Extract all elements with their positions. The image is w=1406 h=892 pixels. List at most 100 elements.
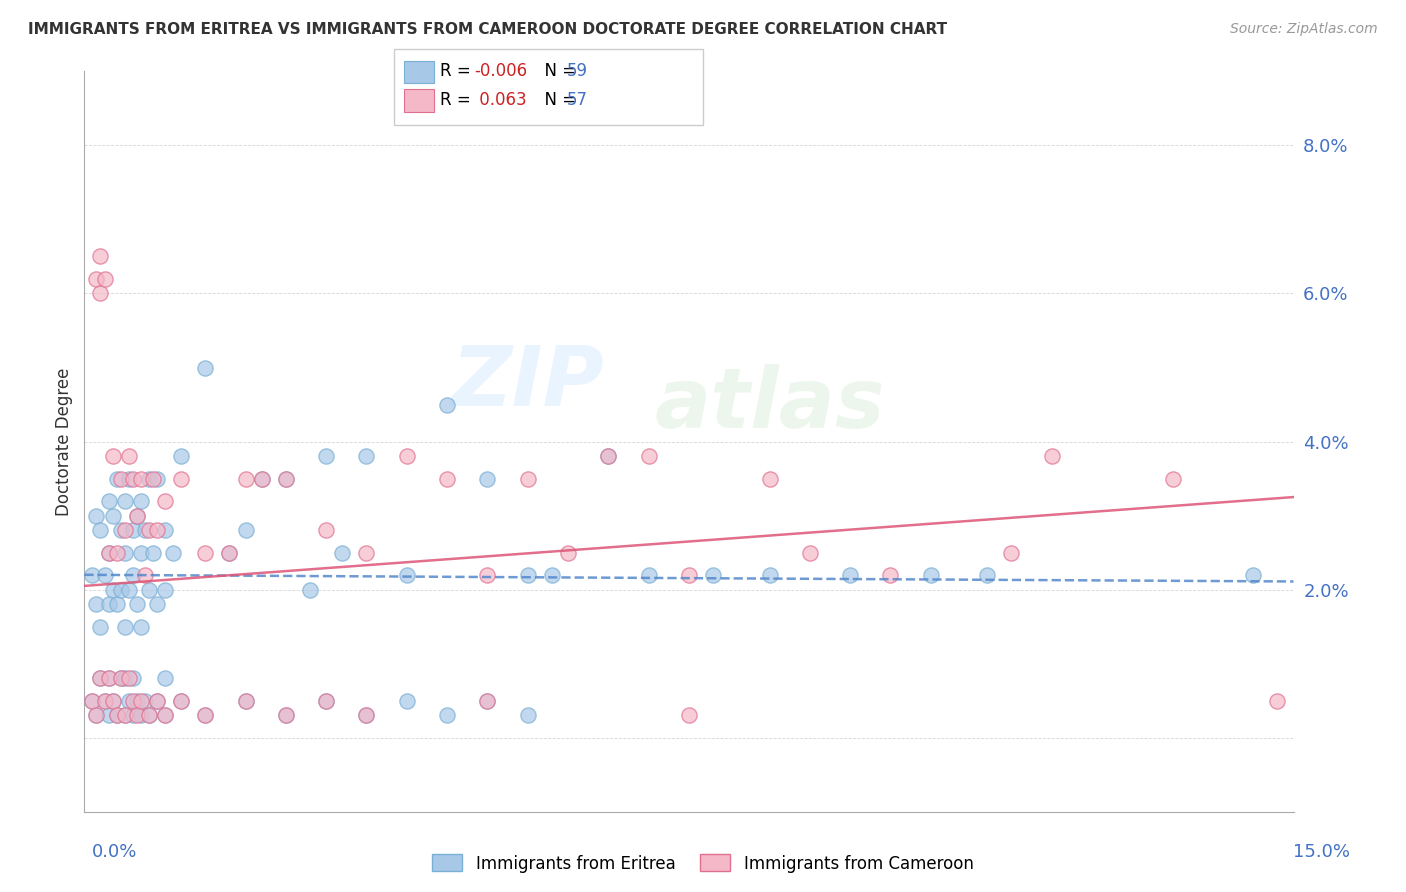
Point xyxy=(153,524,176,538)
Point xyxy=(477,694,499,708)
Point xyxy=(121,567,143,582)
Point xyxy=(146,524,169,538)
Point xyxy=(235,694,257,708)
Text: 59: 59 xyxy=(567,62,588,80)
Point xyxy=(516,708,538,723)
Point xyxy=(118,450,141,464)
Point xyxy=(110,524,132,538)
Point xyxy=(356,708,378,723)
Point xyxy=(146,694,169,708)
Point xyxy=(93,694,115,708)
Point xyxy=(134,694,156,708)
Point xyxy=(114,708,136,723)
Point xyxy=(89,672,111,686)
Text: 15.0%: 15.0% xyxy=(1292,843,1350,861)
Point xyxy=(194,360,217,375)
Point xyxy=(235,694,257,708)
Point xyxy=(315,524,337,538)
Point xyxy=(138,472,160,486)
Point xyxy=(97,546,120,560)
Point xyxy=(839,567,862,582)
Text: 0.0%: 0.0% xyxy=(91,843,136,861)
Point xyxy=(125,508,148,523)
Point xyxy=(557,546,579,560)
Point xyxy=(86,708,108,723)
Point xyxy=(97,672,120,686)
Point xyxy=(1267,694,1289,708)
Point xyxy=(678,708,700,723)
Point xyxy=(101,508,124,523)
Point xyxy=(89,250,111,264)
Point xyxy=(1241,567,1264,582)
Point xyxy=(114,524,136,538)
Point xyxy=(138,708,160,723)
Point xyxy=(121,694,143,708)
Point xyxy=(129,546,152,560)
Point xyxy=(105,708,128,723)
Point xyxy=(170,694,193,708)
Point xyxy=(125,708,148,723)
Point xyxy=(93,567,115,582)
Point xyxy=(110,582,132,597)
Point xyxy=(121,472,143,486)
Point xyxy=(121,672,143,686)
Point xyxy=(118,582,141,597)
Point xyxy=(194,708,217,723)
Point xyxy=(114,546,136,560)
Text: R =: R = xyxy=(440,91,477,109)
Point xyxy=(86,598,108,612)
Point xyxy=(170,694,193,708)
Point xyxy=(436,398,458,412)
Point xyxy=(598,450,620,464)
Point xyxy=(82,567,104,582)
Point xyxy=(86,708,108,723)
Point xyxy=(125,598,148,612)
Point xyxy=(134,524,156,538)
Point xyxy=(129,694,152,708)
Point xyxy=(146,598,169,612)
Point xyxy=(170,450,193,464)
Point xyxy=(93,271,115,285)
Y-axis label: Doctorate Degree: Doctorate Degree xyxy=(55,368,73,516)
Point xyxy=(356,708,378,723)
Point xyxy=(315,694,337,708)
Point xyxy=(153,672,176,686)
Point xyxy=(395,567,418,582)
Point xyxy=(250,472,273,486)
Point xyxy=(97,598,120,612)
Point xyxy=(153,493,176,508)
Point xyxy=(110,472,132,486)
Text: R =: R = xyxy=(440,62,477,80)
Point xyxy=(153,708,176,723)
Point xyxy=(101,694,124,708)
Point xyxy=(274,708,297,723)
Point xyxy=(702,567,724,582)
Text: 57: 57 xyxy=(567,91,588,109)
Point xyxy=(598,450,620,464)
Point xyxy=(315,694,337,708)
Point xyxy=(274,472,297,486)
Point xyxy=(146,472,169,486)
Point xyxy=(356,450,378,464)
Point xyxy=(170,472,193,486)
Point xyxy=(194,546,217,560)
Point xyxy=(395,450,418,464)
Point xyxy=(114,672,136,686)
Point xyxy=(114,708,136,723)
Point xyxy=(516,472,538,486)
Point xyxy=(105,598,128,612)
Point xyxy=(477,472,499,486)
Point xyxy=(235,524,257,538)
Point xyxy=(920,567,942,582)
Point xyxy=(235,472,257,486)
Point xyxy=(110,672,132,686)
Point xyxy=(105,546,128,560)
Point xyxy=(89,286,111,301)
Point xyxy=(477,567,499,582)
Point xyxy=(125,508,148,523)
Point xyxy=(138,524,160,538)
Point xyxy=(97,708,120,723)
Text: -0.006: -0.006 xyxy=(474,62,527,80)
Point xyxy=(637,567,659,582)
Point xyxy=(274,472,297,486)
